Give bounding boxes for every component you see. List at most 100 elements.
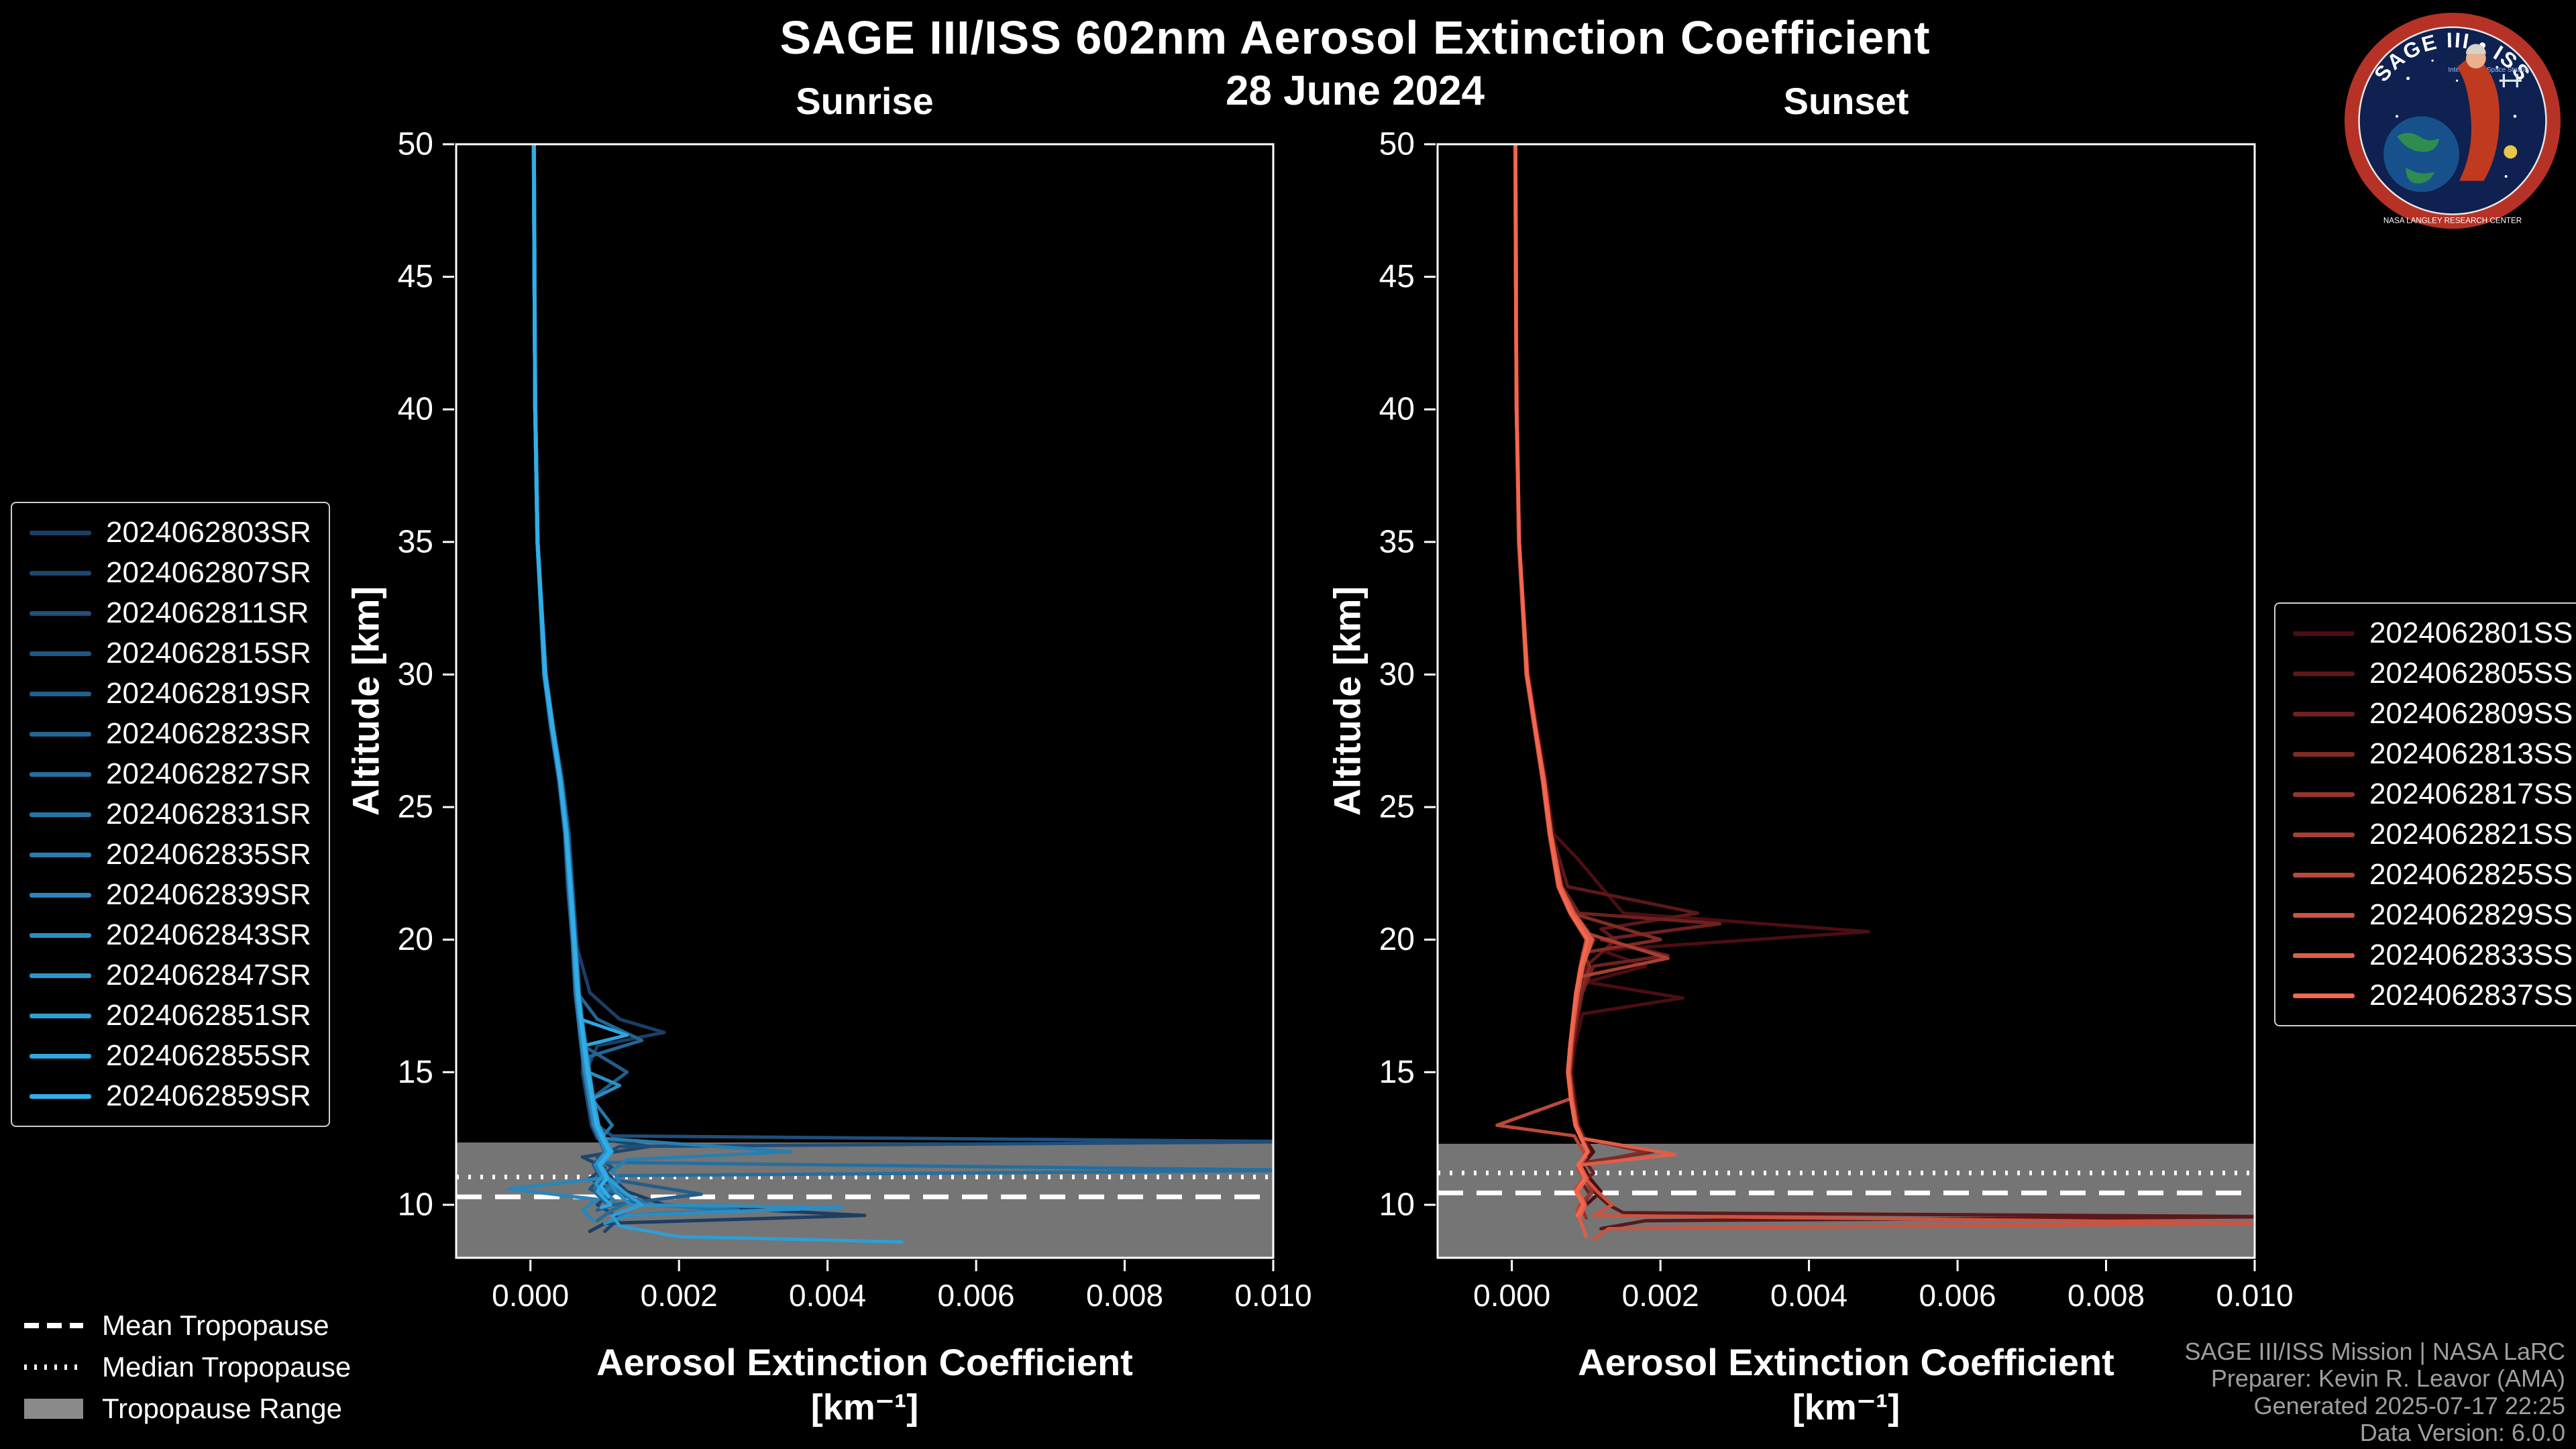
series-line-2024062859SR [532, 144, 612, 1199]
legend-series-name: 2024062855SR [106, 1039, 311, 1072]
legend-swatch-icon [30, 932, 91, 938]
legend-swatch-icon [30, 691, 91, 696]
series-line-2024062827SR [531, 144, 1273, 1223]
series-line-2024062805SS [1513, 144, 2255, 1230]
legend-series-name: 2024062833SS [2369, 938, 2573, 971]
x-tick-label: 0.000 [492, 1278, 569, 1313]
legend-series-name: 2024062859SR [106, 1079, 311, 1112]
sunrise-plot: 10 15 20 25 30 35 40 45 50 0.000 0.002 0.004 0.006 0.… [398, 127, 1312, 1313]
x-tick-label: 0.004 [789, 1278, 866, 1313]
series-line-2024062807SR [532, 144, 651, 1233]
legend-swatch-icon [2293, 912, 2355, 918]
legend-item: 2024062809SS [2293, 694, 2573, 734]
legend-item: 2024062833SS [2293, 935, 2573, 975]
x-tick-label: 0.006 [1919, 1278, 1996, 1313]
legend-series-name: 2024062825SS [2369, 858, 2573, 891]
legend-series-name: 2024062823SR [106, 717, 311, 750]
legend-swatch-icon [30, 1053, 91, 1059]
sunset-x-axis-label: Aerosol Extinction Coefficient [1578, 1341, 2114, 1383]
logo-subtitle-text: International Space Station [2448, 66, 2528, 74]
series-line-2024062837SS [1513, 144, 1590, 1218]
legend-swatch-icon [2293, 872, 2355, 877]
credits-generated: Generated 2025-07-17 22:25 [2253, 1391, 2565, 1419]
credits-preparer: Preparer: Kevin R. Leavor (AMA) [2210, 1364, 2565, 1393]
y-tick-label: 25 [1379, 790, 1415, 825]
page-title: SAGE III/ISS 602nm Aerosol Extinction Co… [780, 11, 1931, 64]
legend-series-name: 2024062837SS [2369, 979, 2573, 1012]
series-line-2024062811SR [532, 144, 1273, 1201]
legend-series-name: 2024062805SS [2369, 657, 2573, 690]
legend-series-name: 2024062803SR [106, 516, 311, 549]
legend-item: 2024062835SR [30, 835, 311, 875]
y-tick-label: 35 [398, 524, 433, 559]
y-tick-label: 25 [398, 790, 433, 825]
tropopause-range-swatch-icon [24, 1399, 83, 1419]
credits-data-version: Data Version: 6.0.0 [2359, 1418, 2565, 1446]
sunrise-x-axis-label: Aerosol Extinction Coefficient [596, 1341, 1133, 1383]
median-tropopause-legend-item: Median Tropopause [24, 1346, 351, 1388]
series-line-2024062819SR [532, 144, 703, 1212]
series-line-2024062813SS [1513, 144, 1662, 1218]
logo-figure [2457, 54, 2500, 181]
mean-tropopause-legend-item: Mean Tropopause [24, 1305, 351, 1346]
legend-series-name: 2024062835SR [106, 838, 311, 871]
sunset-plot: 10 15 20 25 30 35 40 45 50 0.000 0.002 0.004 0.006 0.… [1379, 127, 2294, 1313]
x-tick-label: 0.002 [1622, 1278, 1699, 1313]
sunrise-plot-panel: 10 15 20 25 30 35 40 45 50 0.000 0.002 0.004 0.006 0.… [398, 127, 1312, 1313]
series-line-2024062831SR [532, 144, 741, 1218]
series-line-2024062829SS [1513, 144, 2255, 1241]
tropopause-range-band [1438, 1144, 2255, 1258]
legend-item: 2024062851SR [30, 996, 311, 1036]
y-tick-label: 40 [398, 392, 433, 427]
x-tick-label: 0.004 [1770, 1278, 1847, 1313]
legend-swatch-icon [2293, 832, 2355, 837]
legend-swatch-icon [30, 812, 91, 817]
x-tick-label: 0.000 [1473, 1278, 1550, 1313]
sunset-y-axis-label: Altitude [km] [1326, 586, 1368, 816]
x-tick-label: 0.008 [2068, 1278, 2145, 1313]
legend-swatch-icon [30, 530, 91, 535]
legend-item: 2024062819SR [30, 674, 311, 714]
legend-series-name: 2024062847SR [106, 959, 311, 991]
sage-iss-mission-patch-logo: SAGE III • ISS International Space Stati… [2344, 12, 2561, 229]
y-tick-label: 30 [398, 657, 433, 692]
legend-swatch-icon [30, 1093, 91, 1099]
legend-item: 2024062829SS [2293, 895, 2573, 935]
x-tick-label: 0.010 [2216, 1278, 2293, 1313]
x-tick-label: 0.002 [641, 1278, 718, 1313]
legend-swatch-icon [30, 771, 91, 777]
series-line-2024062833SS [1513, 144, 1677, 1238]
x-tick-label: 0.008 [1086, 1278, 1163, 1313]
y-tick-label: 20 [1379, 922, 1415, 957]
legend-series-name: 2024062851SR [106, 999, 311, 1032]
sunset-legend: 2024062801SS 2024062805SS 2024062809SS 2024… [2274, 602, 2576, 1026]
plot-frame [455, 143, 1275, 1259]
legend-item: 2024062811SR [30, 593, 311, 633]
tropopause-legend: Mean Tropopause Median Tropopause Tropop… [24, 1305, 351, 1430]
mean-tropopause-swatch-icon [24, 1323, 83, 1328]
y-tick-label: 20 [398, 922, 433, 957]
legend-series-name: 2024062839SR [106, 878, 311, 911]
sunset-legend-items: 2024062801SS 2024062805SS 2024062809SS 2024… [2293, 613, 2573, 1016]
y-tick-label: 45 [1379, 259, 1415, 294]
y-tick-label: 45 [398, 259, 433, 294]
series-line-2024062809SS [1513, 144, 1722, 1207]
legend-swatch-icon [30, 651, 91, 656]
logo-figure-hair [2465, 44, 2486, 54]
y-tick-label: 15 [398, 1055, 433, 1090]
sunrise-legend-items: 2024062803SR 2024062807SR 2024062811SR 2024… [30, 513, 311, 1116]
legend-item: 2024062827SR [30, 754, 311, 794]
legend-swatch-icon [30, 731, 91, 737]
legend-item: 2024062859SR [30, 1076, 311, 1116]
x-tick-label: 0.006 [938, 1278, 1015, 1313]
legend-item: 2024062837SS [2293, 975, 2573, 1016]
legend-item: 2024062825SS [2293, 855, 2573, 895]
legend-series-name: 2024062819SR [106, 677, 311, 710]
legend-swatch-icon [2293, 953, 2355, 958]
y-tick-label: 35 [1379, 524, 1415, 559]
logo-earth-land [2397, 133, 2440, 152]
series-line-2024062821SS [1513, 144, 1670, 1207]
sunrise-x-axis-units: [km⁻¹] [810, 1387, 919, 1428]
y-tick-label: 10 [398, 1187, 433, 1223]
